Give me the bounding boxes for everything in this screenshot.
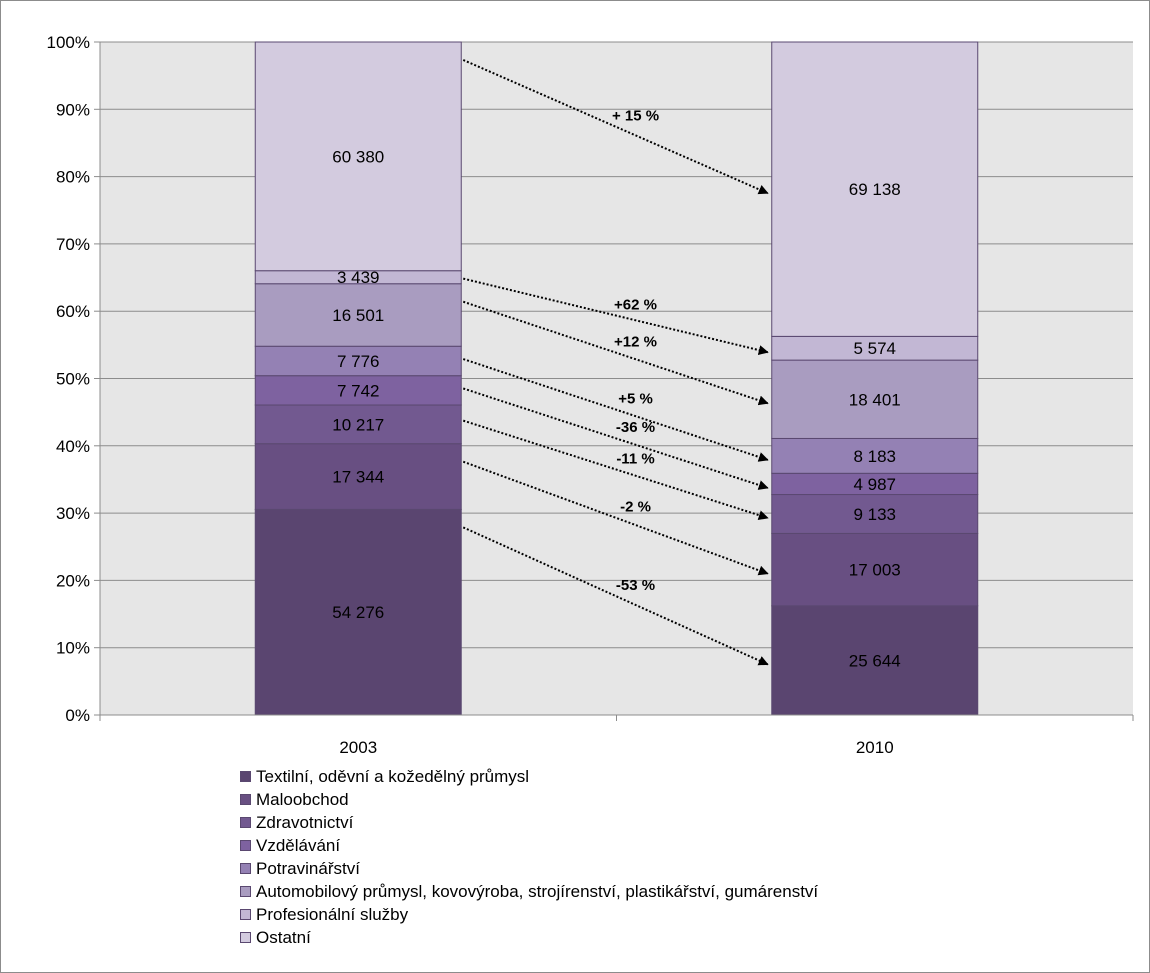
data-label: 5 574: [853, 339, 896, 358]
legend-swatch: [240, 771, 251, 782]
change-label: +12 %: [614, 334, 657, 351]
legend-item: Automobilový průmysl, kovovýroba, strojí…: [240, 880, 818, 903]
data-label: 60 380: [332, 147, 384, 166]
bar-segment: [254, 345, 462, 377]
data-label: 25 644: [849, 651, 901, 670]
legend-label: Zdravotnictví: [256, 813, 354, 832]
change-label: + 15 %: [612, 108, 659, 125]
y-tick-label: 60%: [56, 302, 90, 321]
data-label: 16 501: [332, 306, 384, 325]
data-label: 3 439: [337, 268, 380, 287]
y-tick-label: 50%: [56, 370, 90, 389]
legend-swatch: [240, 932, 251, 943]
y-tick-label: 40%: [56, 437, 90, 456]
legend-label: Textilní, oděvní a kožedělný průmysl: [256, 767, 530, 786]
bar-segment: [254, 404, 462, 445]
bar-segment: [771, 41, 979, 337]
legend-swatch: [240, 886, 251, 897]
bar-segment: [771, 494, 979, 534]
x-tick-label: 2010: [856, 738, 894, 757]
legend-swatch: [240, 863, 251, 874]
legend-label: Automobilový průmysl, kovovýroba, strojí…: [256, 882, 819, 901]
legend-label: Potravinářství: [256, 859, 360, 878]
bar-segment: [771, 532, 979, 607]
legend: Textilní, oděvní a kožedělný průmysl Malo…: [240, 765, 818, 949]
data-label: 17 003: [849, 561, 901, 580]
change-label: -53 %: [616, 577, 655, 594]
change-label: -2 %: [620, 499, 651, 516]
data-label: 4 987: [853, 475, 896, 494]
data-label: 18 401: [849, 390, 901, 409]
data-label: 69 138: [849, 180, 901, 199]
legend-label: Vzdělávání: [256, 836, 341, 855]
y-tick-label: 30%: [56, 504, 90, 523]
bars: 54 276 17 344 10 217 7 742 7 776 16 501 3 439 6…: [254, 41, 979, 716]
change-arrow: [463, 277, 769, 355]
legend-item: Maloobchod: [240, 788, 818, 811]
legend-swatch: [240, 794, 251, 805]
legend-label: Ostatní: [256, 928, 311, 947]
y-axis-tick-labels: 0% 10% 20% 30% 40% 50% 60% 70% 80% 90% 100%: [47, 33, 90, 725]
legend-item: Ostatní: [240, 926, 818, 949]
data-label: 9 133: [853, 505, 896, 524]
legend-swatch: [240, 840, 251, 851]
y-tick-label: 80%: [56, 168, 90, 187]
legend-label: Profesionální služby: [256, 905, 409, 924]
legend-item: Textilní, oděvní a kožedělný průmysl: [240, 765, 818, 788]
legend-item: Zdravotnictví: [240, 811, 818, 834]
data-label: 10 217: [332, 415, 384, 434]
y-tick-label: 70%: [56, 235, 90, 254]
change-arrow: [462, 387, 769, 490]
change-arrow: [462, 358, 769, 462]
y-tick-label: 100%: [47, 33, 90, 52]
change-label: +5 %: [618, 390, 653, 407]
legend-item: Profesionální služby: [240, 903, 818, 926]
bar-segment: [254, 283, 462, 347]
y-tick-label: 20%: [56, 571, 90, 590]
change-label: -36 %: [616, 419, 655, 436]
bar-segment: [254, 508, 462, 716]
bar-segment: [254, 443, 462, 510]
legend-item: Vzdělávání: [240, 834, 818, 857]
data-label: 7 776: [337, 352, 380, 371]
data-label: 8 183: [853, 447, 896, 466]
bar-segment: [771, 359, 979, 439]
change-label: +62 %: [614, 296, 657, 313]
bar-segment: [254, 375, 462, 406]
data-label: 54 276: [332, 603, 384, 622]
legend-item: Potravinářství: [240, 857, 818, 880]
x-tick-label: 2003: [339, 738, 377, 757]
bar-segment: [771, 437, 979, 474]
y-tick-label: 0%: [65, 706, 90, 725]
change-arrow: [462, 300, 769, 406]
change-arrow: [462, 59, 769, 195]
bar-segment: [254, 41, 462, 272]
legend-label: Maloobchod: [256, 790, 349, 809]
change-label: -11 %: [616, 450, 654, 467]
x-axis: 2003 2010: [99, 714, 1134, 757]
change-annotations: + 15 % +62 % +12 % +5 % -36 % -11 % -2 % -53 %: [462, 59, 769, 666]
change-arrow: [462, 419, 769, 520]
bar-segment: [771, 605, 979, 716]
y-tick-label: 10%: [56, 639, 90, 658]
legend-swatch: [240, 909, 251, 920]
data-label: 7 742: [337, 381, 380, 400]
data-label: 17 344: [332, 468, 384, 487]
y-tick-label: 90%: [56, 100, 90, 119]
legend-swatch: [240, 817, 251, 828]
